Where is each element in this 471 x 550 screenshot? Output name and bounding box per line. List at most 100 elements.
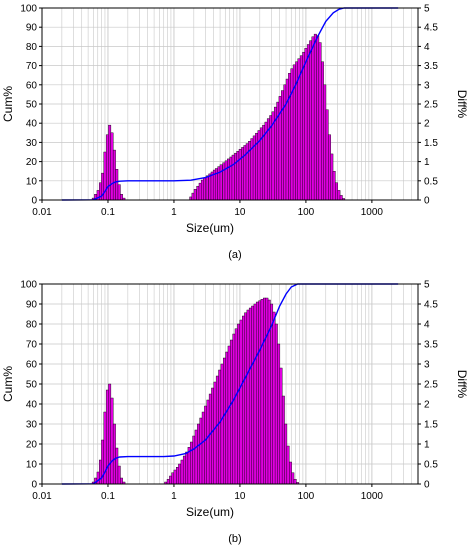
- histogram-bar: [237, 323, 241, 485]
- y2-tick-label: 0.5: [424, 460, 438, 471]
- histogram-bar: [304, 48, 308, 201]
- histogram-bar: [283, 84, 287, 201]
- histogram-bar: [320, 61, 324, 201]
- histogram-bar: [227, 158, 230, 201]
- histogram-bar: [196, 185, 200, 201]
- y2-tick-label: 4.5: [424, 300, 438, 311]
- histogram-bar: [194, 429, 198, 485]
- histogram-bar: [335, 182, 338, 201]
- histogram-bar: [285, 78, 289, 201]
- y2-tick-label: 4: [424, 42, 430, 53]
- x-tick-label: 0.01: [32, 491, 52, 502]
- y-tick-label: 40: [26, 400, 38, 411]
- histogram-bar: [110, 397, 114, 485]
- histogram-bar: [279, 367, 283, 485]
- histogram-bar: [120, 477, 123, 485]
- x-tick-label: 100: [298, 207, 315, 218]
- histogram-bar: [189, 441, 193, 485]
- histogram-bar: [332, 170, 336, 201]
- histogram-bar: [225, 351, 229, 485]
- panel-label: (a): [228, 249, 241, 261]
- histogram-bars: [91, 33, 345, 201]
- histogram-bar: [274, 323, 278, 485]
- histogram-bar: [178, 463, 182, 485]
- y2-tick-label: 2.5: [424, 380, 438, 391]
- histogram-bar: [218, 369, 222, 485]
- y2-tick-label: 5: [424, 280, 430, 291]
- y2-axis-label: Diff%: [455, 370, 469, 399]
- histogram-bar: [270, 303, 274, 485]
- x-tick-label: 1000: [361, 491, 384, 502]
- x-axis-label: Size(um): [186, 505, 234, 519]
- y-tick-label: 30: [26, 138, 38, 149]
- y2-tick-label: 1.5: [424, 420, 438, 431]
- y2-tick-label: 4: [424, 320, 430, 331]
- histogram-bar: [208, 173, 212, 201]
- histogram-bar: [220, 363, 224, 485]
- cumulative-curve: [61, 7, 399, 201]
- histogram-bar: [231, 154, 235, 201]
- histogram-bar: [112, 149, 116, 201]
- histogram-bar: [232, 333, 236, 485]
- histogram-bar: [309, 40, 313, 201]
- y-axis-label: Cum%: [1, 366, 15, 402]
- histogram-bar: [203, 177, 206, 201]
- histogram-bar: [311, 36, 315, 201]
- y2-tick-label: 2.5: [424, 100, 438, 111]
- histogram-bar: [272, 311, 276, 485]
- y-tick-label: 70: [26, 61, 38, 72]
- histogram-bar: [197, 423, 200, 485]
- x-tick-label: 0.1: [101, 491, 115, 502]
- histogram-bar: [238, 149, 242, 201]
- y-tick-label: 10: [26, 460, 38, 471]
- histogram-bar: [173, 469, 177, 485]
- histogram-bar: [277, 343, 281, 485]
- histogram-bars: [91, 297, 299, 485]
- x-tick-label: 1000: [361, 207, 384, 218]
- histogram-bar: [205, 175, 209, 201]
- cumulative-curve: [61, 283, 399, 485]
- histogram-bar: [313, 33, 317, 201]
- histogram-bar: [293, 479, 297, 485]
- histogram-bar: [219, 164, 223, 201]
- y-tick-label: 60: [26, 360, 38, 371]
- y-tick-label: 90: [26, 23, 38, 34]
- y2-tick-label: 3: [424, 80, 430, 91]
- chart-panel-b: 010203040506070809010000.511.522.533.544…: [1, 280, 469, 546]
- histogram-bar: [192, 435, 196, 485]
- y-tick-label: 50: [26, 380, 38, 391]
- y-tick-label: 0: [31, 196, 37, 207]
- y2-axis-label: Diff%: [455, 90, 469, 119]
- y2-tick-label: 1.5: [424, 138, 438, 149]
- histogram-bar: [251, 305, 255, 485]
- y2-tick-label: 3.5: [424, 340, 438, 351]
- histogram-bar: [206, 399, 210, 485]
- histogram-bar: [255, 301, 259, 485]
- histogram-bar: [337, 190, 341, 201]
- y-tick-label: 20: [26, 157, 38, 168]
- x-axis-label: Size(um): [186, 221, 234, 235]
- x-tick-label: 0.01: [32, 207, 52, 218]
- x-tick-label: 10: [234, 207, 246, 218]
- y-tick-label: 60: [26, 80, 38, 91]
- histogram-bar: [199, 417, 203, 485]
- histogram-bar: [120, 194, 123, 201]
- y-tick-label: 80: [26, 320, 38, 331]
- x-tick-label: 100: [298, 491, 315, 502]
- histogram-bar: [213, 381, 217, 485]
- histogram-bar: [234, 328, 238, 485]
- x-tick-label: 1: [171, 491, 177, 502]
- histogram-bar: [108, 124, 112, 201]
- histogram-bar: [299, 55, 303, 201]
- y-tick-label: 70: [26, 340, 38, 351]
- y2-tick-label: 3: [424, 360, 430, 371]
- y2-tick-label: 5: [424, 4, 430, 15]
- histogram-bar: [325, 109, 329, 201]
- histogram-bar: [323, 84, 327, 201]
- histogram-bar: [215, 375, 219, 485]
- y2-tick-label: 0: [424, 480, 430, 491]
- histogram-bar: [193, 189, 197, 201]
- y-tick-label: 40: [26, 119, 38, 130]
- y-tick-label: 10: [26, 176, 38, 187]
- histogram-bar: [185, 451, 189, 485]
